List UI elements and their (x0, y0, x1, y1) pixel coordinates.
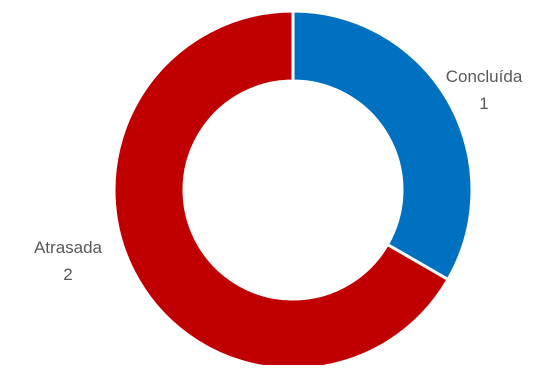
data-label-atrasada: Atrasada 2 (34, 238, 103, 284)
labels-layer: Concluída 1 Atrasada 2 (34, 67, 523, 284)
data-label-value: 2 (63, 265, 72, 284)
data-label-concluida: Concluída 1 (446, 67, 523, 113)
data-label-value: 1 (479, 94, 488, 113)
slice-concluida (291, 9, 474, 282)
data-label-category: Concluída (446, 67, 523, 86)
data-label-category: Atrasada (34, 238, 103, 257)
slices-layer (112, 9, 474, 370)
